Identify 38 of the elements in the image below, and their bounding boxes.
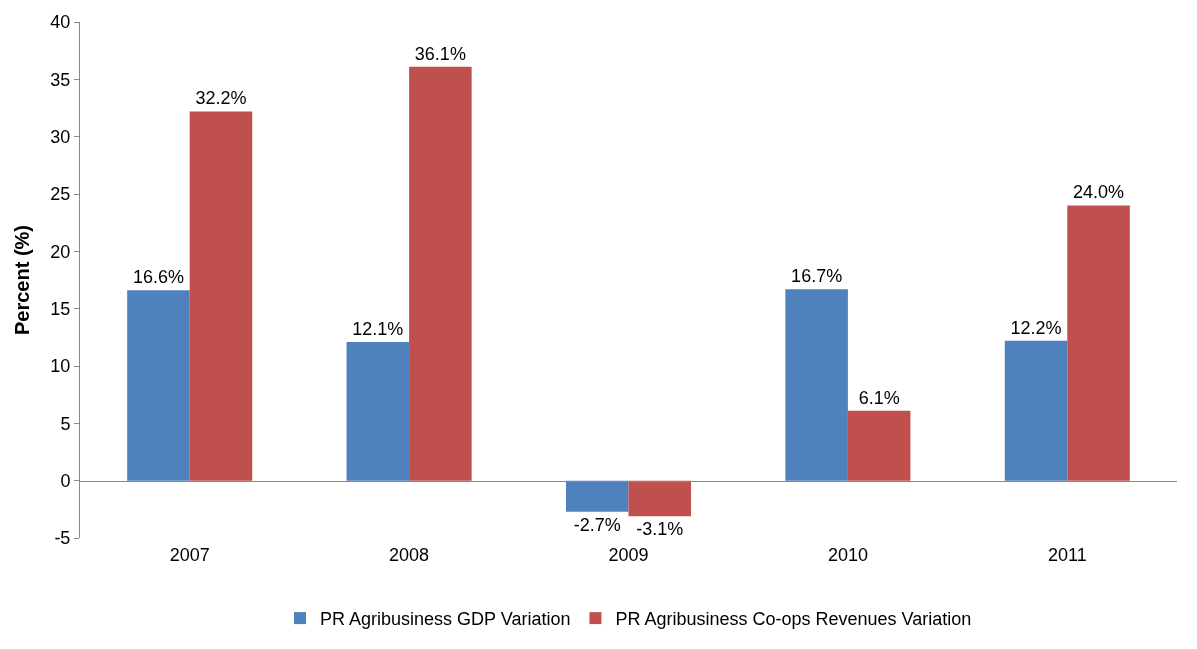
y-axis-title: Percent (%) xyxy=(10,224,33,336)
data-label: -3.1% xyxy=(636,519,684,540)
data-label: 6.1% xyxy=(858,387,900,408)
bar xyxy=(847,410,911,481)
legend-label: PR Agribusiness Co-ops Revenues Variation xyxy=(615,609,972,630)
bar xyxy=(785,289,848,481)
data-label: 12.1% xyxy=(352,318,404,339)
y-tick-label: 40 xyxy=(50,12,71,33)
data-label: 16.6% xyxy=(132,267,184,288)
x-tick-label: 2011 xyxy=(1047,545,1087,566)
x-tick-label: 2010 xyxy=(827,545,868,566)
y-tick-label: 20 xyxy=(50,241,71,262)
data-label: 36.1% xyxy=(414,43,466,64)
bar xyxy=(1004,340,1068,481)
data-label: 32.2% xyxy=(195,88,247,109)
legend-label: PR Agribusiness GDP Variation xyxy=(320,609,571,630)
y-tick-label: 30 xyxy=(50,126,71,147)
x-tick-label: 2008 xyxy=(389,545,430,566)
y-tick-label: 25 xyxy=(50,184,71,205)
y-tick-label: 0 xyxy=(60,470,71,491)
x-tick-label: 2009 xyxy=(608,545,649,566)
bar xyxy=(409,66,472,481)
bar xyxy=(565,480,629,512)
y-tick-label: -5 xyxy=(54,528,71,549)
data-label: -2.7% xyxy=(573,514,621,535)
y-tick-label: 15 xyxy=(50,298,71,319)
bar xyxy=(1067,205,1130,481)
bar xyxy=(628,480,692,517)
bar xyxy=(127,290,190,481)
data-label: 16.7% xyxy=(791,266,843,287)
bar xyxy=(346,341,410,481)
data-label: 12.2% xyxy=(1010,317,1062,338)
data-label: 24.0% xyxy=(1073,182,1125,203)
x-tick-label: 2007 xyxy=(169,545,210,566)
y-tick-label: 35 xyxy=(50,69,71,90)
y-tick-label: 5 xyxy=(60,413,71,434)
bar xyxy=(189,111,253,481)
y-tick-label: 10 xyxy=(50,356,71,377)
